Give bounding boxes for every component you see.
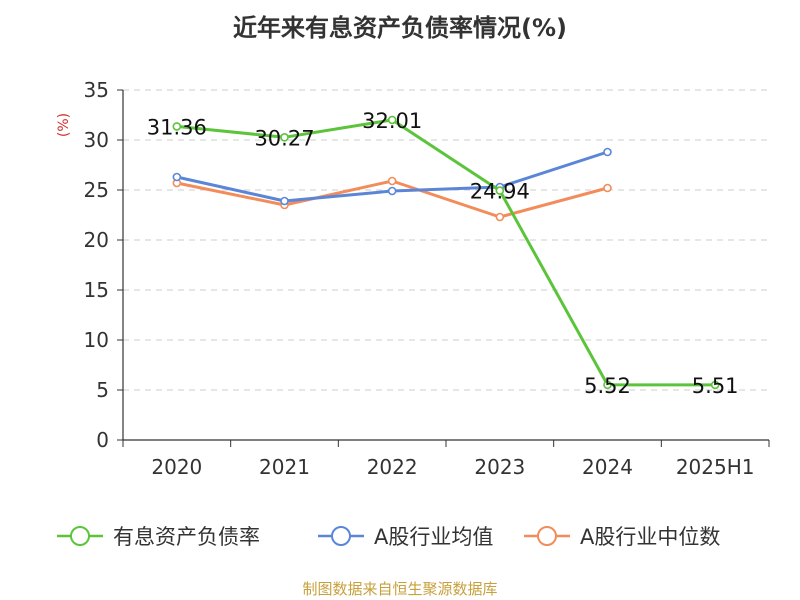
- data-point: [603, 183, 612, 193]
- data-point: [387, 176, 397, 186]
- data-label: 5.51: [692, 374, 739, 398]
- y-tick-label: 25: [84, 178, 109, 202]
- source-note: 制图数据来自恒生聚源数据库: [302, 580, 498, 598]
- y-tick-label: 0: [96, 428, 109, 452]
- x-tick-label: 2020: [151, 455, 202, 479]
- series-line: [176, 118, 716, 387]
- data-label: 24.94: [470, 180, 530, 204]
- y-tick-label: 10: [84, 328, 109, 352]
- data-point: [280, 133, 289, 142]
- data-label: 31.36: [147, 115, 207, 139]
- x-tick-label: 2024: [582, 455, 633, 479]
- legend-marker: [331, 526, 351, 546]
- data-point: [172, 122, 182, 131]
- y-axis-label: (%): [56, 113, 72, 137]
- legend-label: A股行业中位数: [580, 525, 720, 549]
- y-tick-label: 30: [84, 128, 109, 152]
- data-point: [387, 115, 397, 125]
- chart-title: 近年来有息资产负债率情况(%): [233, 14, 567, 42]
- data-label: 5.52: [584, 374, 631, 398]
- data-point: [710, 380, 720, 390]
- y-tick-label: 15: [84, 278, 109, 302]
- x-tick-label: 2025H1: [676, 455, 755, 479]
- data-point: [172, 172, 182, 182]
- data-point: [603, 147, 612, 157]
- data-label: 32.01: [362, 109, 422, 133]
- x-tick-label: 2023: [474, 455, 525, 479]
- legend-label: A股行业均值: [374, 525, 493, 549]
- legend-marker: [537, 526, 557, 546]
- y-tick-label: 5: [96, 378, 109, 402]
- y-tick-label: 35: [84, 78, 109, 102]
- legend-label: 有息资产负债率: [113, 525, 260, 549]
- data-point: [387, 186, 397, 196]
- data-label: 30.27: [254, 126, 314, 150]
- series-line: [176, 179, 608, 219]
- data-point: [495, 212, 505, 222]
- y-tick-label: 20: [84, 228, 109, 252]
- data-point: [495, 186, 505, 195]
- x-tick-label: 2021: [259, 455, 310, 479]
- data-point: [603, 380, 612, 390]
- data-point: [280, 196, 289, 206]
- legend-marker: [70, 526, 90, 546]
- x-tick-label: 2022: [367, 455, 418, 479]
